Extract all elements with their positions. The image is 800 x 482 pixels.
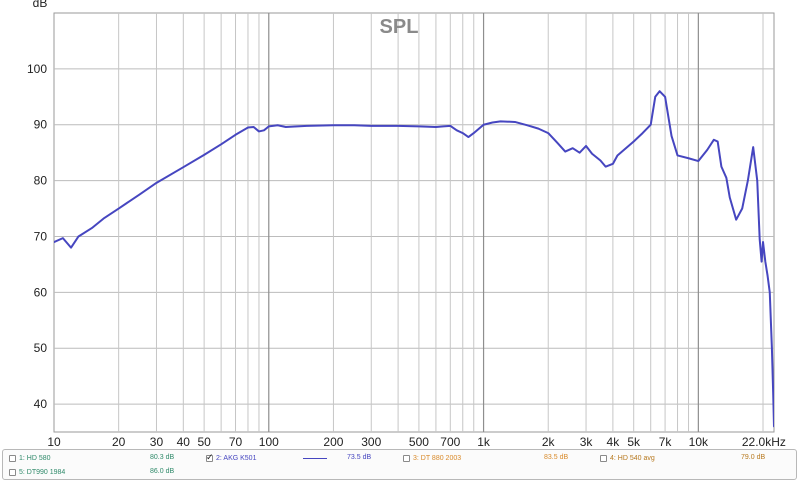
x-tick-label: 200 xyxy=(323,435,343,449)
legend-label-dt990: 5: DT990 1984 xyxy=(19,469,66,476)
x-tick-label: 22.0kHz xyxy=(742,435,786,449)
legend-item-dt990[interactable]: 5: DT990 1984 xyxy=(9,466,65,479)
legend-value-dt880: 83.5 dB xyxy=(544,454,569,461)
x-tick-label: 7k xyxy=(659,435,673,449)
x-tick-label: 100 xyxy=(259,435,279,449)
x-tick-label: 5k xyxy=(627,435,641,449)
x-tick-label: 2k xyxy=(542,435,556,449)
legend-label-hd540: 4: HD 540 avg xyxy=(610,455,655,462)
legend-checkbox-hd540[interactable] xyxy=(600,455,607,462)
legend-checkbox-dt880[interactable] xyxy=(403,455,410,462)
x-tick-label: 300 xyxy=(361,435,381,449)
x-axis-ticks: 10 20 30 40 50 70 100 200 300 500 700 1k 2k 3k 4k 5k 7k 1… xyxy=(47,435,786,449)
legend-value-akg-k501: 73.5 dB xyxy=(347,454,372,461)
chart-title: SPL xyxy=(380,16,419,38)
legend-checkbox-dt990[interactable] xyxy=(9,469,16,476)
spl-chart: 40 50 60 70 80 90 100 10 20 30 40 50 70 100 200 300 500… xyxy=(27,0,786,449)
x-tick-label: 3k xyxy=(580,435,594,449)
legend-label-akg-k501: 2: AKG K501 xyxy=(216,455,257,462)
legend-item-hd580[interactable]: 1: HD 580 xyxy=(9,452,51,465)
x-tick-label: 50 xyxy=(197,435,211,449)
y-tick-label: 60 xyxy=(34,285,48,299)
x-tick-label: 500 xyxy=(409,435,429,449)
y-tick-label: 100 xyxy=(27,62,47,76)
legend-item-hd540[interactable]: 4: HD 540 avg xyxy=(600,452,655,465)
x-tick-label: 30 xyxy=(150,435,164,449)
legend-value-hd540: 79.0 dB xyxy=(741,454,766,461)
y-tick-label: 50 xyxy=(34,341,48,355)
x-tick-label: 10 xyxy=(47,435,61,449)
x-tick-label: 20 xyxy=(112,435,126,449)
y-axis-label: dB xyxy=(33,0,48,10)
legend-checkbox-akg-k501[interactable] xyxy=(206,452,214,463)
y-tick-label: 80 xyxy=(34,174,48,188)
legend-label-dt880: 3: DT 880 2003 xyxy=(413,455,462,462)
legend-line-swatch xyxy=(303,458,327,459)
legend-item-dt880[interactable]: 3: DT 880 2003 xyxy=(403,452,461,465)
legend-bar: 1: HD 580 80.3 dB 5: DT990 1984 86.0 dB … xyxy=(2,449,797,480)
plot-area xyxy=(53,12,775,433)
x-tick-label: 10k xyxy=(689,435,709,449)
series-layer xyxy=(54,90,774,428)
x-tick-label: 70 xyxy=(229,435,243,449)
grid-lines xyxy=(54,13,774,432)
series-line-akg-k501 xyxy=(54,90,774,428)
legend-item-akg-k501[interactable]: 2: AKG K501 xyxy=(206,452,256,465)
y-tick-label: 90 xyxy=(34,118,48,132)
x-tick-label: 4k xyxy=(607,435,621,449)
legend-value-dt990: 86.0 dB xyxy=(150,468,175,475)
y-tick-label: 40 xyxy=(34,397,48,411)
x-tick-label: 40 xyxy=(177,435,191,449)
legend-checkbox-hd580[interactable] xyxy=(9,455,16,462)
legend-label-hd580: 1: HD 580 xyxy=(19,455,51,462)
x-tick-label: 1k xyxy=(477,435,491,449)
y-tick-label: 70 xyxy=(34,229,48,243)
legend-value-hd580: 80.3 dB xyxy=(150,454,175,461)
y-axis-ticks: 40 50 60 70 80 90 100 xyxy=(27,62,47,411)
x-tick-label: 700 xyxy=(440,435,460,449)
